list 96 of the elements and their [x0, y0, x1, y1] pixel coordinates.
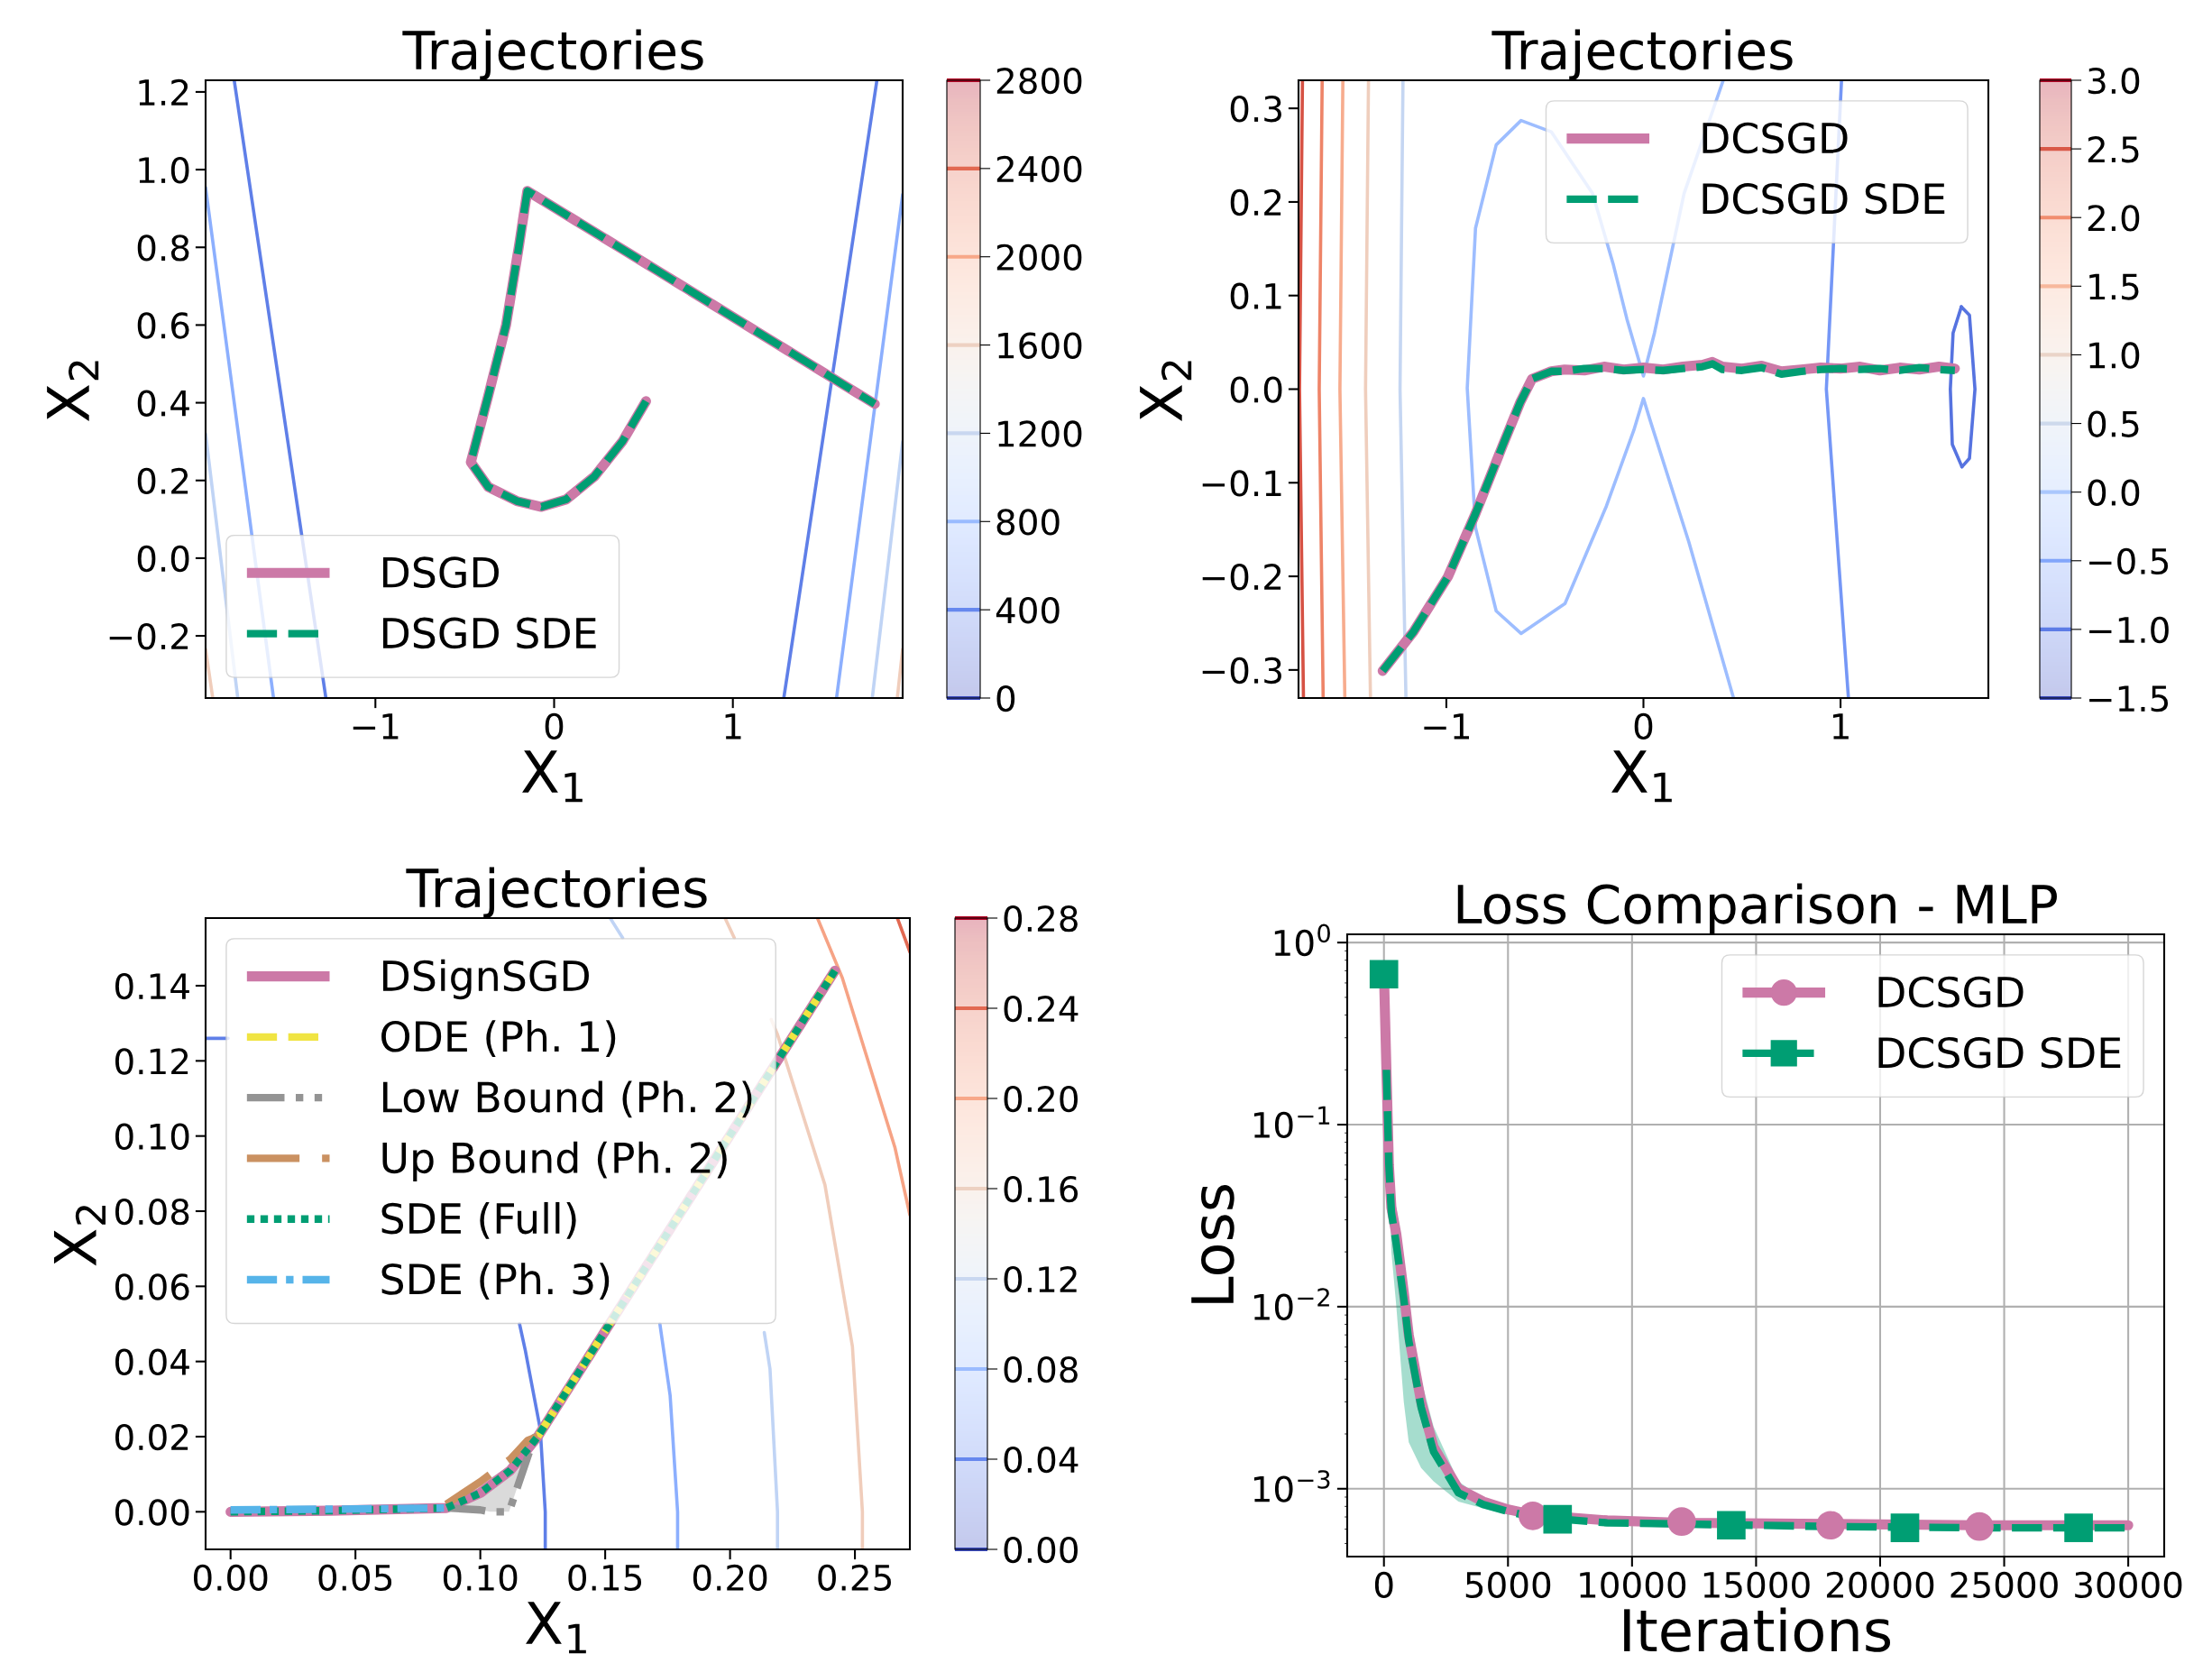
- y-tick-label: −0.1: [1202, 470, 1281, 497]
- x-tick-label: 10000: [1580, 1571, 1686, 1599]
- x-tick-label: 0.05: [318, 1564, 392, 1592]
- x-tick-label: 30000: [2075, 1571, 2182, 1599]
- legend-label: DSignSGD: [383, 959, 589, 1000]
- y-axis-title: X$_{2}$: [53, 1206, 106, 1266]
- color-bar-label: 1200: [998, 420, 1082, 447]
- legend-label: DCSGD SDE: [1703, 182, 1945, 215]
- x-axis-title: X$_{1}$: [526, 1602, 586, 1654]
- x-tick-label: 15000: [1703, 1571, 1810, 1599]
- y-tick-label: −0.2: [1202, 563, 1281, 591]
- x-tick-label: 0: [545, 712, 564, 740]
- y-tick-label: −0.3: [1202, 657, 1281, 684]
- color-bar-label: −1.5: [2089, 685, 2169, 712]
- color-bar-label: 2.5: [2088, 136, 2139, 163]
- y-tick-label: 0.04: [115, 1348, 189, 1375]
- legend-label: SDE (Ph. 3): [381, 1263, 610, 1300]
- color-bar-label: 0.00: [1004, 1536, 1078, 1564]
- x-axis-title: Iterations: [1624, 1607, 1891, 1652]
- x-tick-label: 0.20: [693, 1564, 767, 1592]
- y-axis-title: Loss: [1191, 1185, 1234, 1303]
- y-tick-label: 0.2: [1230, 188, 1281, 216]
- color-bar-label: 2800: [996, 67, 1082, 95]
- color-bar-label: 0.12: [1004, 1265, 1077, 1293]
- x-tick-label: 1: [1832, 713, 1849, 740]
- color-bar-label: 0.16: [1004, 1175, 1078, 1203]
- x-tick-label: 25000: [1950, 1571, 2058, 1599]
- x-tick-label: −1: [1424, 713, 1469, 740]
- color-bar-label: 1600: [998, 332, 1082, 359]
- color-bar-label: 800: [996, 509, 1060, 536]
- color-bar-label: 2000: [996, 243, 1082, 271]
- y-axis-title: X$_{2}$: [47, 361, 99, 421]
- color-bar-label: 0.24: [1004, 995, 1078, 1023]
- legend-label: ODE (Ph. 1): [381, 1020, 616, 1057]
- chart-title: Trajectories: [1491, 29, 1793, 80]
- y-tick-label: 10$^{−1}$: [1253, 1106, 1330, 1139]
- y-tick-label: 10$^{0}$: [1274, 923, 1330, 957]
- x-tick-label: 1: [725, 713, 741, 740]
- y-tick-label: 0.3: [1230, 96, 1281, 123]
- color-bar-label: 0.5: [2088, 410, 2139, 437]
- color-bar-label: 0.08: [1004, 1355, 1078, 1383]
- y-tick-label: 1.0: [139, 157, 189, 184]
- x-tick-label: 0.15: [568, 1564, 642, 1592]
- y-axis-title: X$_{2}$: [1140, 361, 1192, 421]
- legend-label: Low Bound (Ph. 2): [383, 1080, 752, 1118]
- x-tick-label: 5000: [1465, 1571, 1551, 1599]
- y-tick-label: 0.00: [115, 1499, 189, 1526]
- color-bar-label: 2400: [996, 155, 1082, 183]
- color-bar-label: 0: [996, 684, 1015, 712]
- x-tick-label: 0.00: [193, 1564, 268, 1592]
- color-bar-label: 2.0: [2088, 205, 2140, 232]
- x-tick-label: 0.25: [818, 1564, 891, 1592]
- legend-label: DCSGD: [1703, 122, 1848, 154]
- color-bar-label: 0.28: [1004, 905, 1078, 933]
- y-tick-label: 0.1: [1230, 282, 1281, 310]
- legend-label: Up Bound (Ph. 2): [382, 1141, 727, 1182]
- y-tick-label: 0.14: [115, 972, 189, 1000]
- color-bar-label: 0.20: [1004, 1085, 1078, 1113]
- y-tick-label: 10$^{−2}$: [1253, 1288, 1329, 1320]
- y-tick-label: 0.10: [115, 1123, 189, 1150]
- x-tick-label: 0: [1634, 712, 1653, 740]
- y-tick-label: 0.12: [115, 1048, 188, 1075]
- color-bar-label: 0.0: [2088, 479, 2140, 506]
- y-tick-label: −0.2: [109, 622, 188, 650]
- color-bar-label: 1.5: [2089, 273, 2139, 300]
- legend-label: SDE (Full): [381, 1201, 576, 1239]
- y-tick-label: 0.2: [137, 467, 188, 495]
- y-tick-label: 10$^{−3}$: [1253, 1470, 1330, 1502]
- x-axis-title: X$_{1}$: [1611, 750, 1672, 803]
- x-tick-label: 20000: [1826, 1571, 1934, 1599]
- legend-label: DSGD: [383, 556, 499, 589]
- x-tick-label: 0: [1374, 1571, 1393, 1599]
- legend-label: DCSGD: [1878, 976, 2024, 1008]
- color-bar-label: 0.04: [1004, 1446, 1078, 1474]
- color-bar-label: −1.0: [2089, 616, 2169, 644]
- legend-label: DSGD SDE: [383, 617, 596, 649]
- y-tick-label: 0.8: [137, 234, 189, 262]
- color-bar-label: −0.5: [2089, 547, 2169, 575]
- color-bar-label: 400: [996, 597, 1060, 624]
- x-tick-label: 0.10: [443, 1564, 518, 1592]
- y-tick-label: 0.02: [115, 1423, 188, 1451]
- y-tick-label: 0.0: [137, 545, 189, 573]
- chart-title: Loss Comparison - MLP: [1457, 883, 2057, 934]
- legend-label: DCSGD SDE: [1878, 1036, 2121, 1069]
- y-tick-label: 0.08: [115, 1198, 189, 1226]
- y-tick-label: 0.06: [115, 1273, 189, 1300]
- y-tick-label: 0.4: [137, 390, 189, 417]
- y-tick-label: 0.6: [137, 312, 189, 339]
- y-tick-label: 1.2: [139, 78, 188, 106]
- y-tick-label: 0.0: [1230, 376, 1282, 403]
- chart-title: Trajectories: [402, 29, 703, 80]
- color-bar-label: 1.0: [2089, 342, 2140, 369]
- x-tick-label: −1: [353, 713, 399, 740]
- chart-title: Trajectories: [406, 867, 707, 918]
- color-bar-label: 3.0: [2088, 67, 2140, 95]
- x-axis-title: X$_{1}$: [522, 750, 583, 803]
